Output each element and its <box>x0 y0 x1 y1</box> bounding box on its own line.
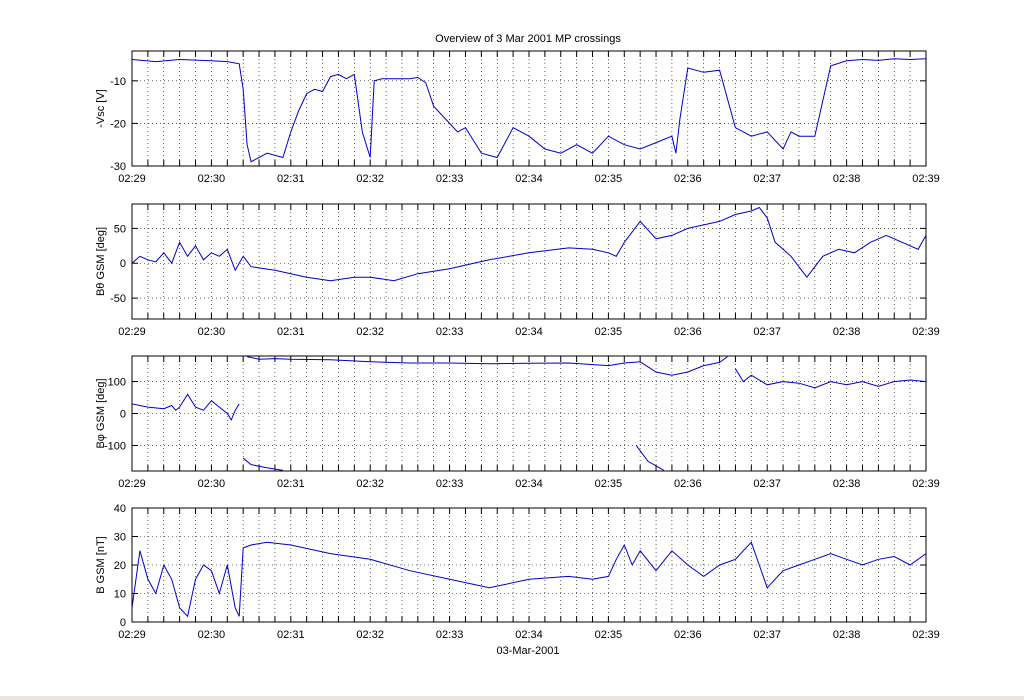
y-axis-label: Bθ GSM [deg] <box>95 227 107 296</box>
y-tick-label: 10 <box>114 589 126 601</box>
y-tick-label: 40 <box>114 503 126 515</box>
x-tick-label: 02:38 <box>833 478 861 490</box>
x-tick-label: 02:37 <box>753 478 781 490</box>
y-axis-label: B GSM [nT] <box>95 536 107 593</box>
x-tick-label: 02:31 <box>277 629 305 641</box>
x-tick-label: 02:36 <box>674 326 702 338</box>
y-tick-label: 50 <box>114 223 126 235</box>
x-tick-label: 02:38 <box>833 326 861 338</box>
x-tick-label: 02:37 <box>753 326 781 338</box>
x-tick-label: 02:31 <box>277 326 305 338</box>
series-line <box>132 206 926 282</box>
subplot-2: 50 0 -50 02:29 02:30 02:31 02:32 02:33 02:34 02:3… <box>95 203 940 338</box>
y-tick-label: -50 <box>110 293 126 305</box>
axes-frame <box>131 507 927 623</box>
plot-area <box>132 204 926 319</box>
grid-lines <box>132 204 926 319</box>
grid-lines <box>132 356 926 471</box>
x-tick-label: 02:30 <box>198 173 226 185</box>
x-tick-label: 02:33 <box>436 326 464 338</box>
x-tick-label: 02:38 <box>833 629 861 641</box>
y-tick-label: -20 <box>110 118 126 130</box>
x-tick-label: 02:29 <box>118 629 146 641</box>
x-tick-label: 02:39 <box>912 629 940 641</box>
y-axis-label: -Vsc [V] <box>95 89 107 128</box>
y-tick-label: -10 <box>110 76 126 88</box>
series-line <box>246 356 728 376</box>
y-tick-label: -30 <box>110 161 126 173</box>
x-tick-label: 02:32 <box>356 326 384 338</box>
x-tick-label: 02:39 <box>912 173 940 185</box>
x-tick-label: 02:30 <box>198 629 226 641</box>
window-bottom-edge <box>0 696 1024 700</box>
y-tick-label: 100 <box>108 377 126 389</box>
x-tick-label: 02:35 <box>595 173 623 185</box>
x-tick-label: 02:35 <box>595 478 623 490</box>
x-tick-label: 02:29 <box>118 173 146 185</box>
grid-lines <box>132 51 926 166</box>
x-tick-label: 02:34 <box>515 478 543 490</box>
axes-frame <box>131 355 927 472</box>
x-tick-label: 02:34 <box>515 629 543 641</box>
y-tick-label: -100 <box>104 440 126 452</box>
subplot-4: 40 30 20 10 002:29 02:30 02:31 02:32 02:33 02:34 0… <box>95 503 940 641</box>
x-tick-label: 02:36 <box>674 478 702 490</box>
grid-lines <box>132 508 926 622</box>
series-line <box>635 445 665 471</box>
y-tick-label: 0 <box>120 258 126 270</box>
x-tick-label: 02:31 <box>277 478 305 490</box>
x-tick-label: 02:37 <box>753 629 781 641</box>
series-line <box>132 541 926 618</box>
x-tick-label: 02:29 <box>118 478 146 490</box>
x-tick-label: 02:36 <box>674 173 702 185</box>
axes-frame <box>131 203 927 320</box>
y-axis-label: Bφ GSM [deg] <box>95 378 107 448</box>
x-tick-label: 02:32 <box>356 173 384 185</box>
y-tick-label: 30 <box>114 532 126 544</box>
x-tick-label: 02:30 <box>198 326 226 338</box>
x-tick-label: 02:35 <box>595 326 623 338</box>
y-tick-label: 20 <box>114 560 126 572</box>
x-tick-label: 02:33 <box>436 629 464 641</box>
y-tick-label: 0 <box>120 409 126 421</box>
axes-frame <box>131 50 927 167</box>
x-tick-label: 02:33 <box>436 173 464 185</box>
x-tick-label: 02:36 <box>674 629 702 641</box>
series-line <box>242 457 283 471</box>
y-tick-label: 0 <box>120 617 126 629</box>
plot-area <box>132 51 926 166</box>
x-tick-label: 02:32 <box>356 478 384 490</box>
x-tick-label: 02:34 <box>515 326 543 338</box>
x-tick-label: 02:37 <box>753 173 781 185</box>
x-tick-label: 02:35 <box>595 629 623 641</box>
x-tick-label: 02:39 <box>912 478 940 490</box>
figure-title: Overview of 3 Mar 2001 MP crossings <box>435 33 621 45</box>
series-line <box>132 58 926 163</box>
x-tick-label: 02:33 <box>436 478 464 490</box>
x-tick-label: 02:39 <box>912 326 940 338</box>
x-tick-label: 02:30 <box>198 478 226 490</box>
x-tick-label: 02:32 <box>356 629 384 641</box>
series-line <box>132 393 240 421</box>
x-axis-label: 03-Mar-2001 <box>497 645 560 657</box>
series-line <box>734 368 926 389</box>
subplot-3: 100 0 -100 02:29 02:30 02:31 02:32 02:33 02:34 02… <box>95 355 940 490</box>
x-tick-label: 02:38 <box>833 173 861 185</box>
x-tick-label: 02:29 <box>118 326 146 338</box>
x-tick-label: 02:31 <box>277 173 305 185</box>
x-tick-label: 02:34 <box>515 173 543 185</box>
